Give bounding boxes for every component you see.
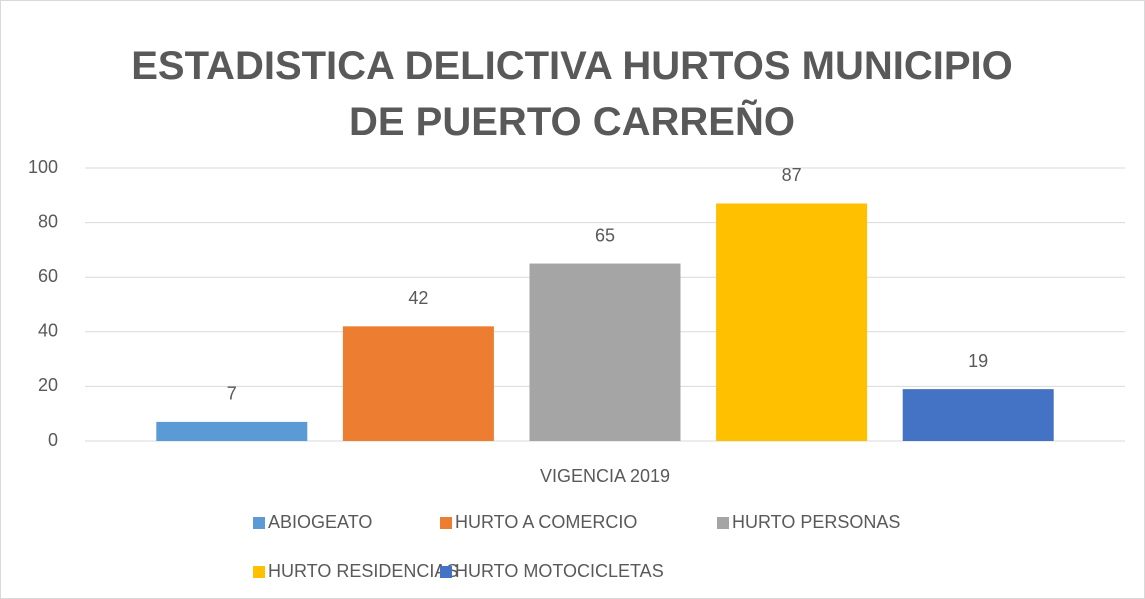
y-tick-label: 100	[28, 157, 58, 177]
bar	[529, 263, 681, 441]
x-tick-label: VIGENCIA 2019	[540, 466, 670, 486]
bar	[342, 326, 494, 441]
legend-label: HURTO RESIDENCIAS	[268, 561, 458, 581]
bar	[716, 203, 868, 441]
legend-swatch	[253, 566, 265, 578]
y-tick-label: 40	[38, 321, 58, 341]
data-label: 42	[408, 288, 428, 308]
legend-swatch	[440, 566, 452, 578]
legend-label: ABIOGEATO	[268, 512, 372, 532]
bar	[156, 421, 308, 441]
y-tick-label: 20	[38, 375, 58, 395]
bar	[902, 389, 1054, 441]
y-tick-label: 0	[48, 430, 58, 450]
data-label: 19	[968, 351, 988, 371]
legend-label: HURTO PERSONAS	[732, 512, 900, 532]
y-tick-label: 80	[38, 211, 58, 231]
legend-swatch	[717, 517, 729, 529]
y-tick-label: 60	[38, 266, 58, 286]
chart-title: ESTADISTICA DELICTIVA HURTOS MUNICIPIO D…	[131, 44, 1013, 144]
legend-label: HURTO A COMERCIO	[455, 512, 637, 532]
data-label: 65	[595, 225, 615, 245]
legend-label: HURTO MOTOCICLETAS	[455, 561, 664, 581]
data-label: 7	[227, 384, 237, 404]
data-label: 87	[782, 165, 802, 185]
legend-swatch	[440, 517, 452, 529]
legend-swatch	[253, 517, 265, 529]
